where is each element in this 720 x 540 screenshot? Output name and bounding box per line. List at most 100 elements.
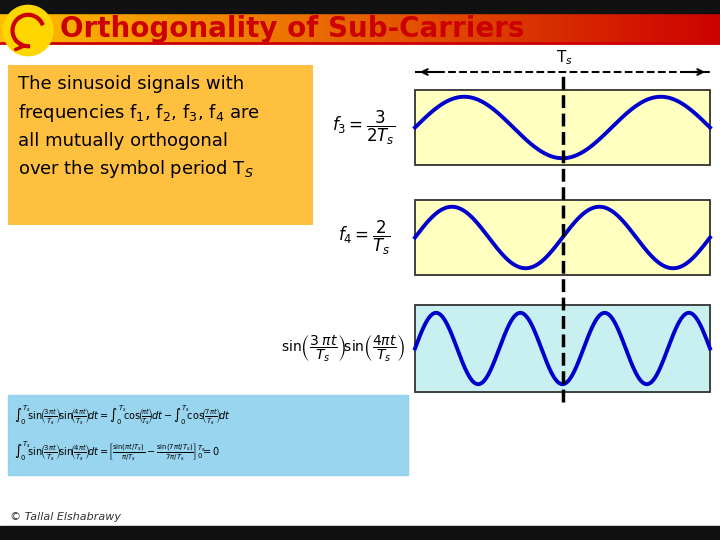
Circle shape xyxy=(3,5,53,56)
Bar xyxy=(659,13,663,43)
Bar xyxy=(47,13,51,43)
Bar xyxy=(680,13,685,43)
Bar xyxy=(461,13,465,43)
Bar xyxy=(248,13,253,43)
Bar xyxy=(374,13,379,43)
Bar xyxy=(565,13,570,43)
Bar xyxy=(205,13,210,43)
Bar xyxy=(479,13,483,43)
Bar xyxy=(410,13,415,43)
Bar xyxy=(608,13,613,43)
Bar xyxy=(439,13,444,43)
Bar xyxy=(335,13,339,43)
Bar xyxy=(493,13,498,43)
Bar xyxy=(104,13,109,43)
Bar xyxy=(90,13,94,43)
Bar xyxy=(72,13,76,43)
Bar xyxy=(511,13,516,43)
Bar xyxy=(713,13,717,43)
Bar xyxy=(180,13,184,43)
Bar xyxy=(652,13,656,43)
Text: $f_3 = \dfrac{3}{2T_s}$: $f_3 = \dfrac{3}{2T_s}$ xyxy=(332,109,396,146)
Bar xyxy=(432,13,436,43)
Bar xyxy=(317,13,321,43)
Bar xyxy=(158,13,163,43)
Bar xyxy=(415,305,710,392)
Bar xyxy=(11,13,15,43)
Bar xyxy=(415,200,710,275)
Bar xyxy=(554,13,559,43)
Bar xyxy=(7,13,12,43)
Bar xyxy=(666,13,670,43)
Text: $f_4 = \dfrac{2}{T_s}$: $f_4 = \dfrac{2}{T_s}$ xyxy=(338,218,390,256)
Bar xyxy=(518,13,523,43)
Bar xyxy=(342,13,346,43)
Bar xyxy=(234,13,238,43)
Bar xyxy=(256,13,260,43)
Bar xyxy=(97,13,102,43)
Bar xyxy=(425,13,429,43)
Bar xyxy=(162,13,166,43)
Bar xyxy=(65,13,69,43)
Bar xyxy=(472,13,476,43)
Bar xyxy=(482,13,487,43)
Bar xyxy=(371,13,375,43)
Bar xyxy=(655,13,660,43)
Bar xyxy=(415,90,710,165)
Bar xyxy=(396,13,400,43)
Bar xyxy=(263,13,267,43)
Bar xyxy=(547,13,552,43)
Bar xyxy=(14,13,19,43)
Bar xyxy=(468,13,472,43)
Bar xyxy=(670,13,674,43)
Bar xyxy=(151,13,156,43)
Text: T$_s$: T$_s$ xyxy=(556,48,573,67)
Bar xyxy=(533,13,537,43)
Bar xyxy=(29,13,33,43)
Bar xyxy=(562,13,566,43)
Bar xyxy=(695,13,699,43)
Bar xyxy=(292,13,296,43)
Bar xyxy=(415,90,710,165)
Bar xyxy=(500,13,505,43)
Bar xyxy=(184,13,188,43)
Bar xyxy=(130,13,134,43)
Bar xyxy=(648,13,652,43)
Bar xyxy=(623,13,627,43)
Bar xyxy=(86,13,91,43)
Bar xyxy=(25,13,30,43)
Text: $\sin\!\left(\dfrac{3\;\pi t}{T_s}\right)\!\sin\!\left(\dfrac{4\pi t}{T_s}\right: $\sin\!\left(\dfrac{3\;\pi t}{T_s}\right… xyxy=(281,333,405,364)
Bar xyxy=(288,13,292,43)
Bar xyxy=(50,13,55,43)
Bar xyxy=(108,13,112,43)
Bar xyxy=(32,13,37,43)
Bar xyxy=(415,200,710,275)
Bar xyxy=(634,13,638,43)
Bar xyxy=(691,13,696,43)
Bar xyxy=(187,13,192,43)
Bar xyxy=(94,13,98,43)
Bar xyxy=(580,13,584,43)
Bar xyxy=(144,13,148,43)
Bar xyxy=(43,13,48,43)
Bar xyxy=(464,13,469,43)
Bar xyxy=(619,13,624,43)
Bar xyxy=(338,13,343,43)
Bar xyxy=(450,13,454,43)
Bar xyxy=(497,13,501,43)
Bar xyxy=(576,13,580,43)
Bar xyxy=(515,13,519,43)
Bar xyxy=(677,13,681,43)
Bar xyxy=(569,13,573,43)
Bar xyxy=(706,13,710,43)
Bar xyxy=(612,13,616,43)
Bar xyxy=(18,13,22,43)
Bar xyxy=(137,13,141,43)
Bar xyxy=(238,13,242,43)
Bar xyxy=(0,526,720,540)
Bar xyxy=(40,13,44,43)
Bar xyxy=(198,13,202,43)
Bar xyxy=(630,13,634,43)
Bar xyxy=(536,13,541,43)
Bar xyxy=(421,13,426,43)
